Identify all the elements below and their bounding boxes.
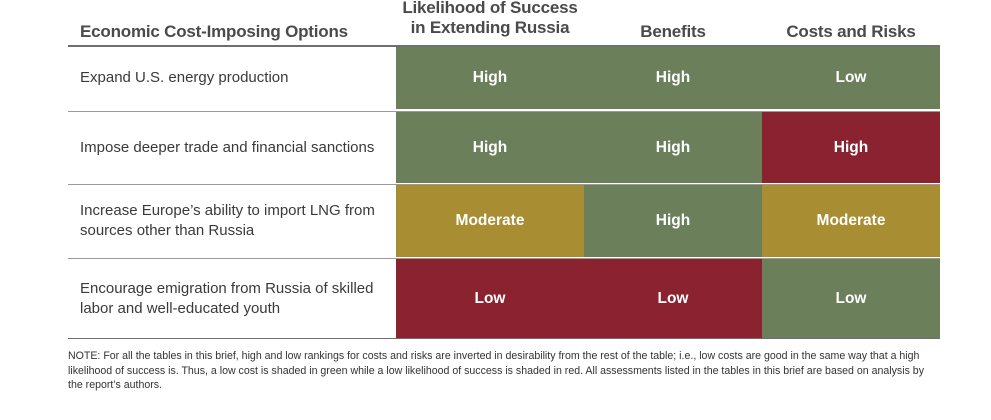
row-2-benefits: High (655, 138, 691, 156)
header-likelihood-line1: Likelihood of Success (402, 0, 578, 17)
row-2-option-line1: Impose deeper trade and financial sancti… (80, 138, 375, 156)
row-4-costs: Low (762, 259, 940, 338)
header-likelihood-line2: in Extending Russia (410, 18, 570, 37)
header-likelihood: Likelihood of Success in Extending Russi… (396, 0, 584, 38)
row-2-costs: High (762, 112, 940, 183)
row-1-benefits: High (655, 69, 691, 86)
row-3-option-line2: sources other than Russia (80, 222, 255, 239)
row-2-likelihood-benefits-cell: High High (396, 112, 762, 183)
header-benefits: Benefits (640, 22, 706, 41)
row-1-likelihood-benefits-cell: High High (396, 47, 762, 109)
row-divider (68, 258, 940, 259)
row-divider (68, 111, 940, 112)
header-costs-risks: Costs and Risks (786, 22, 916, 41)
row-4-option-line2: labor and well-educated youth (80, 299, 281, 317)
table-note: NOTE: For all the tables in this brief, … (68, 350, 924, 391)
row-2-option: Impose deeper trade and financial sancti… (80, 112, 385, 183)
row-1-option: Expand U.S. energy production (80, 47, 385, 109)
row-3-likelihood: Moderate (396, 185, 584, 257)
row-divider (68, 184, 940, 185)
row-3-costs: Moderate (762, 185, 940, 257)
header-rule (68, 45, 940, 47)
row-4-option-line1: Encourage emigration from Russia of skil… (80, 279, 374, 297)
row-4-benefits: Low (657, 289, 689, 307)
row-2-likelihood: High (472, 138, 508, 156)
row-3-benefits: High (584, 185, 762, 257)
row-4-likelihood: Low (474, 289, 506, 307)
row-1-option-line1: Expand U.S. energy production (80, 69, 289, 86)
row-1-likelihood: High (472, 69, 508, 86)
table-bottom-rule (68, 338, 940, 339)
row-1-costs: Low (762, 47, 940, 109)
row-3-option-line1: Increase Europe’s ability to import LNG … (80, 202, 375, 219)
row-4-option: Encourage emigration from Russia of skil… (80, 259, 385, 338)
row-4-likelihood-benefits-cell: Low Low (396, 259, 762, 338)
header-options: Economic Cost-Imposing Options (80, 22, 348, 41)
row-3-option: Increase Europe’s ability to import LNG … (80, 185, 385, 257)
